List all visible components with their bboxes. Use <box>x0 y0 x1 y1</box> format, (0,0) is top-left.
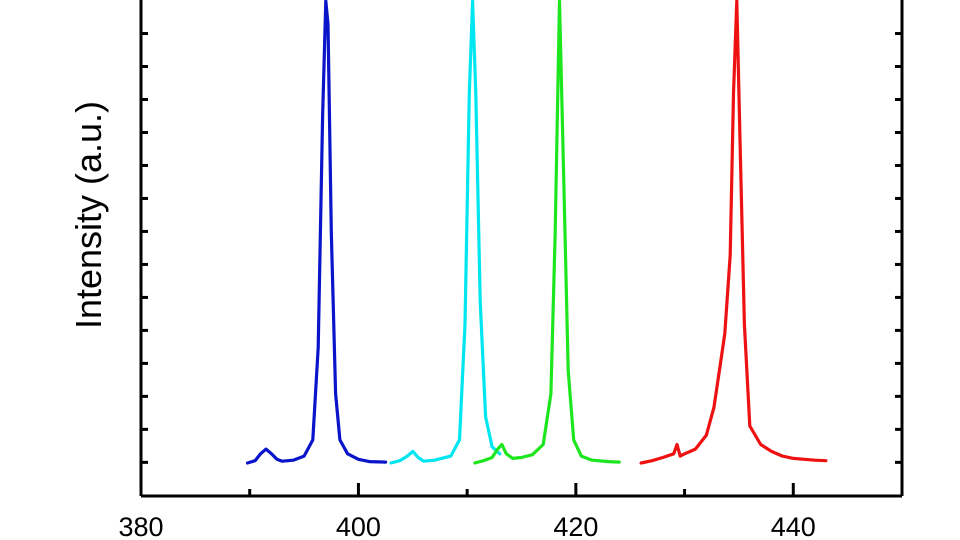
x-tick-label: 380 <box>118 512 163 540</box>
series-group <box>245 0 828 465</box>
tick-marks <box>139 32 904 496</box>
series-line-4 <box>639 0 828 465</box>
x-tick-label: 440 <box>771 512 816 540</box>
series-line-3 <box>473 0 621 465</box>
series-line-1 <box>245 0 388 465</box>
x-tick-labels: 380 400 420 440 <box>118 512 815 540</box>
x-tick-label: 400 <box>336 512 381 540</box>
axes-frame <box>139 0 904 498</box>
y-axis-label: Intensity (a.u.) <box>68 101 109 329</box>
series-line-2 <box>389 0 502 465</box>
x-tick-label: 420 <box>553 512 598 540</box>
